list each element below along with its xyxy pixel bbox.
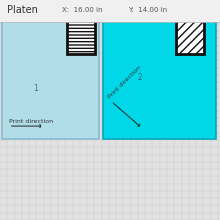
Bar — [103, 18, 216, 139]
Text: Platen: Platen — [7, 5, 37, 15]
Text: 1: 1 — [33, 84, 38, 92]
Bar — [67, 19, 95, 54]
Text: X:  16.00 in: X: 16.00 in — [62, 7, 102, 13]
Text: Y:  14.00 in: Y: 14.00 in — [128, 7, 167, 13]
Bar — [176, 19, 204, 54]
Text: 2: 2 — [137, 73, 142, 81]
Bar — [0, 0, 220, 22]
Text: Print direction: Print direction — [108, 65, 142, 100]
Text: Print direction: Print direction — [9, 119, 53, 124]
Bar — [2, 18, 99, 139]
